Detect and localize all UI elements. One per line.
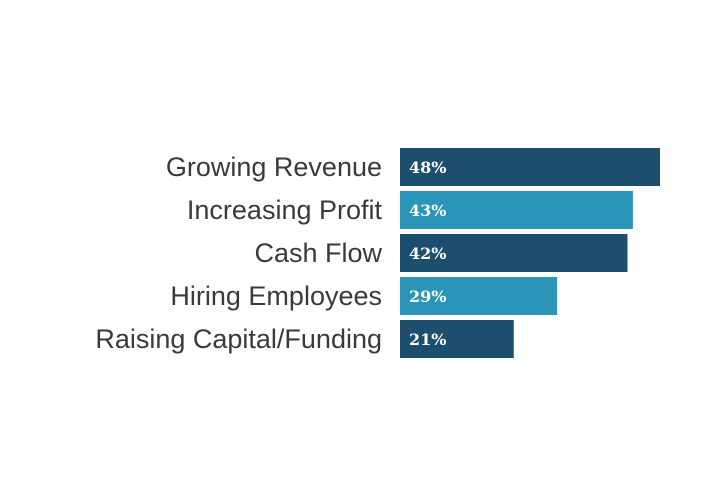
bar-growing-revenue xyxy=(400,148,660,186)
category-label: Growing Revenue xyxy=(166,152,382,182)
bar-cash-flow xyxy=(400,234,628,272)
bar-raising-capital-funding xyxy=(400,320,514,358)
value-labels-group: 48% 43% 42% 29% 21% xyxy=(409,158,446,349)
category-label: Hiring Employees xyxy=(170,281,382,311)
category-label: Increasing Profit xyxy=(187,195,383,225)
value-label: 21% xyxy=(409,330,446,349)
value-label: 43% xyxy=(409,201,446,220)
bar-increasing-profit xyxy=(400,191,633,229)
bar-hiring-employees xyxy=(400,277,558,315)
category-label: Cash Flow xyxy=(254,238,382,268)
bars-group xyxy=(400,148,660,358)
value-label: 42% xyxy=(409,244,446,263)
value-label: 29% xyxy=(409,287,446,306)
category-labels-group: Growing Revenue Increasing Profit Cash Flo… xyxy=(95,152,382,354)
category-label: Raising Capital/Funding xyxy=(95,324,382,354)
value-label: 48% xyxy=(409,158,446,177)
